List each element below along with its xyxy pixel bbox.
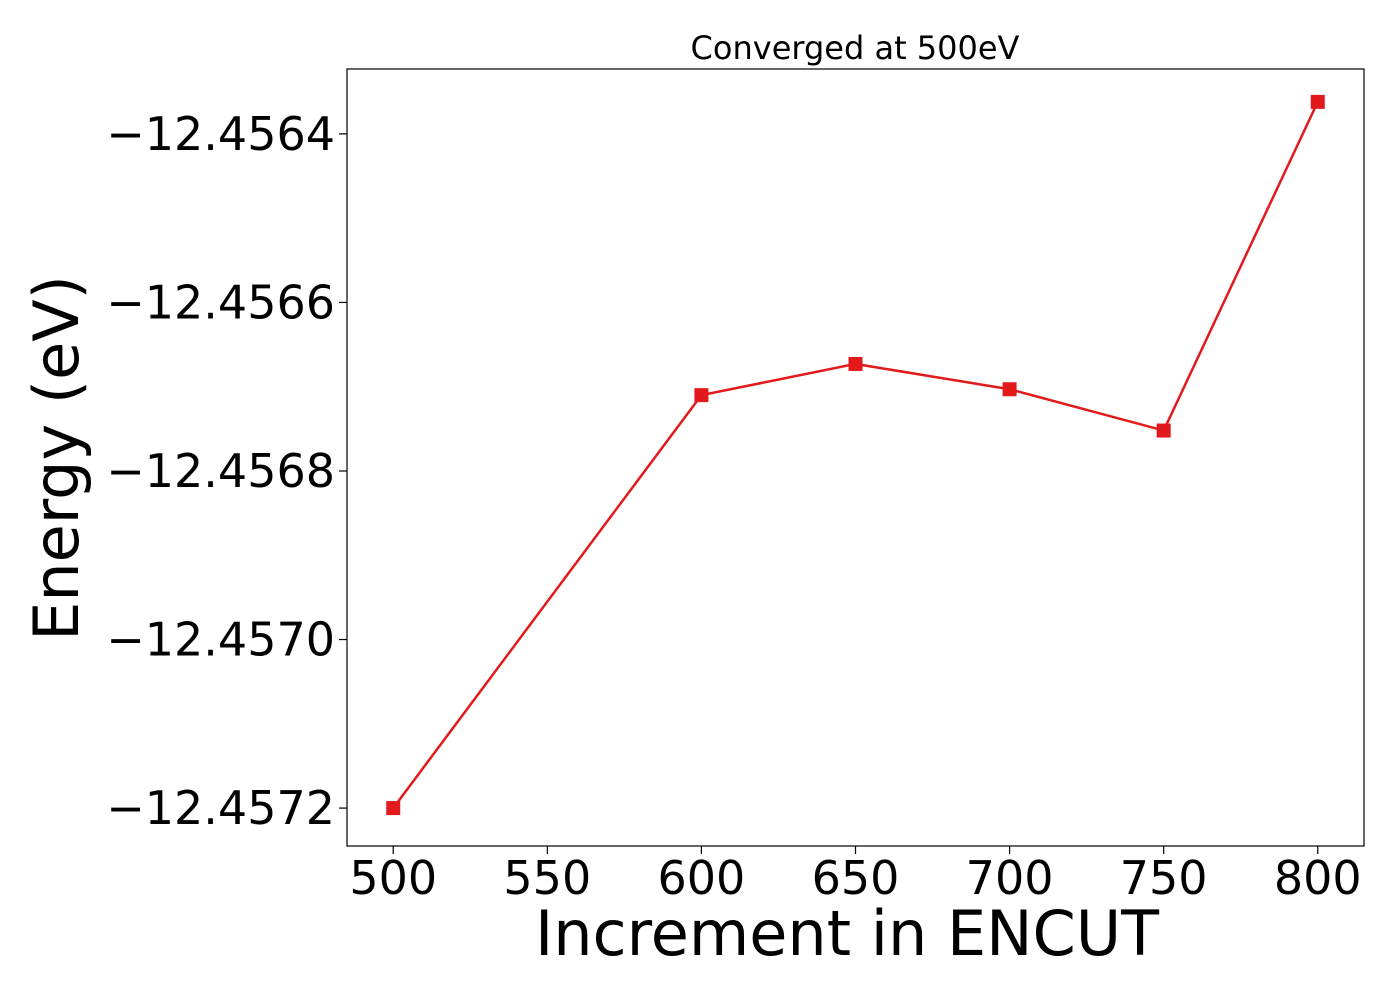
x-tick-label: 650: [812, 851, 900, 905]
data-point-marker: [386, 801, 401, 816]
data-point-marker: [1156, 423, 1171, 438]
series-line: [392, 101, 1319, 809]
x-axis-ticks: 500 550 600 650 700 750 800: [349, 846, 1362, 905]
y-tick-label: −12.4568: [106, 444, 335, 498]
data-point-marker: [694, 388, 709, 403]
x-tick-label: 550: [503, 851, 591, 905]
series-layer: [386, 94, 1325, 816]
x-tick-label: 700: [966, 851, 1054, 905]
data-point-marker: [848, 356, 863, 371]
data-point-marker: [1310, 94, 1325, 109]
data-point-marker: [1002, 382, 1017, 397]
x-tick-label: 500: [349, 851, 437, 905]
x-tick-label: 750: [1120, 851, 1208, 905]
chart-title: Converged at 500eV: [691, 29, 1020, 67]
y-tick-label: −12.4570: [106, 613, 335, 667]
plot-frame: [346, 68, 1365, 847]
x-tick-label: 600: [658, 851, 746, 905]
y-axis-ticks: −12.4572 −12.4570 −12.4568 −12.4566 −12.4564: [106, 107, 347, 835]
y-tick-label: −12.4566: [106, 275, 335, 329]
x-axis-label: Increment in ENCUT: [535, 897, 1160, 970]
y-axis-label: Energy (eV): [20, 275, 93, 641]
y-tick-label: −12.4564: [106, 107, 335, 161]
x-tick-label: 800: [1274, 851, 1362, 905]
y-tick-label: −12.4572: [106, 781, 335, 835]
